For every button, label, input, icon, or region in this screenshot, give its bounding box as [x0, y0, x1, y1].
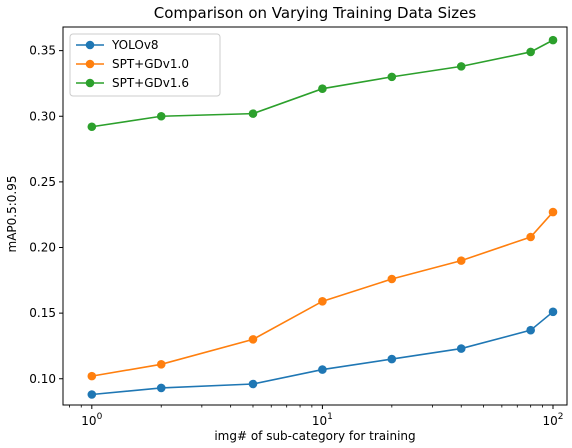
data-point — [387, 274, 397, 284]
x-tick-label: 100 — [81, 412, 102, 428]
y-tick-label: 0.25 — [29, 175, 56, 189]
legend-swatch-marker — [85, 59, 95, 69]
data-point — [548, 307, 558, 317]
data-point — [318, 365, 327, 374]
data-point — [156, 383, 166, 393]
series-line-2 — [91, 39, 554, 128]
data-point — [87, 371, 97, 381]
x-tick-label: 102 — [542, 412, 563, 428]
y-tick-label: 0.10 — [29, 372, 56, 386]
y-tick-label: 0.15 — [29, 306, 56, 320]
data-point — [318, 84, 327, 93]
data-point — [526, 47, 535, 57]
plot-series — [87, 35, 558, 399]
legend: YOLOv8 SPT+GDv1.0 SPT+GDv1.6 — [69, 33, 221, 97]
legend-label: SPT+GDv1.6 — [112, 76, 189, 90]
data-point — [526, 232, 535, 242]
data-point — [318, 297, 327, 306]
legend-box — [69, 33, 221, 97]
y-tick-label: 0.30 — [29, 109, 56, 123]
data-point — [548, 35, 558, 45]
x-axis-ticks: 100 101 102 — [69, 405, 564, 428]
data-point — [248, 335, 258, 344]
y-axis-label: mAP0.5:0.95 — [5, 176, 19, 253]
data-point — [248, 109, 258, 118]
data-point — [87, 390, 97, 399]
y-tick-label: 0.35 — [29, 44, 56, 58]
y-tick-label: 0.20 — [29, 241, 56, 255]
data-point — [156, 111, 166, 121]
y-axis-ticks: 0.10 0.15 0.20 0.25 0.30 0.35 — [29, 44, 63, 386]
legend-label: SPT+GDv1.0 — [112, 57, 189, 71]
x-tick-label: 101 — [312, 412, 333, 428]
data-point — [456, 62, 466, 71]
data-point — [87, 122, 97, 132]
data-point — [526, 325, 535, 335]
series-line-1 — [91, 211, 554, 377]
data-point — [456, 256, 466, 265]
legend-label: YOLOv8 — [111, 38, 159, 52]
data-point — [387, 354, 397, 364]
data-point — [456, 344, 466, 353]
chart-title: Comparison on Varying Training Data Size… — [154, 4, 477, 22]
x-axis-label: img# of sub-category for training — [214, 429, 415, 443]
data-point — [548, 207, 558, 217]
series-line-0 — [91, 311, 554, 396]
data-point — [248, 379, 258, 389]
data-point — [156, 360, 166, 369]
legend-swatch-marker — [85, 40, 95, 50]
legend-swatch-marker — [85, 78, 95, 88]
data-point — [387, 72, 397, 82]
plot-frame — [62, 26, 568, 406]
